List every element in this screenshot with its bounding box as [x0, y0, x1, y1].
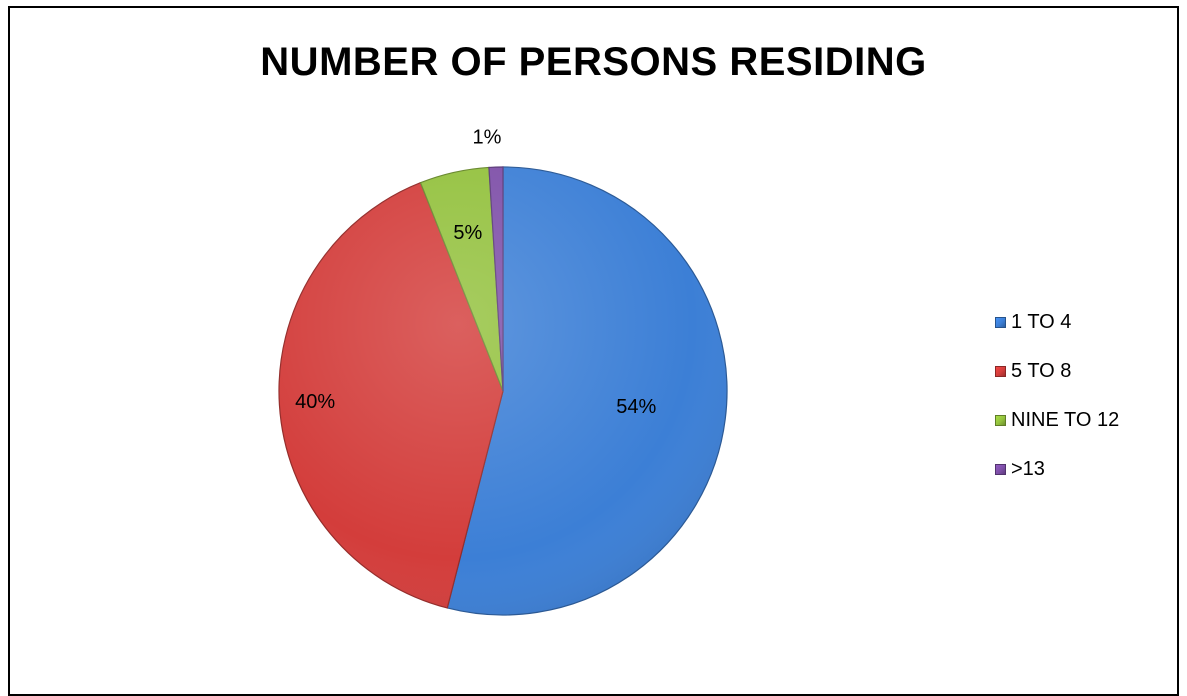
legend-item-over-13: >13: [995, 457, 1119, 481]
legend-swatch-1-to-4: [995, 316, 1006, 328]
legend-item-nine-to-12: NINE TO 12: [995, 408, 1119, 432]
data-label-1-to-4: 54%: [616, 396, 656, 418]
data-label-nine-to-12: 5%: [453, 222, 482, 244]
legend-swatch-nine-to-12: [995, 414, 1006, 426]
legend-label-1-to-4: 1 TO 4: [1011, 310, 1072, 333]
legend: 1 TO 4 5 TO 8 NINE TO 12 >13: [995, 310, 1119, 506]
legend-swatch-over-13: [995, 463, 1006, 475]
legend-swatch-5-to-8: [995, 365, 1006, 377]
legend-label-nine-to-12: NINE TO 12: [1011, 408, 1120, 431]
data-label-5-to-8: 40%: [295, 391, 335, 413]
chart-title: NUMBER OF PERSONS RESIDING: [260, 40, 927, 84]
legend-item-5-to-8: 5 TO 8: [995, 359, 1119, 383]
legend-label-5-to-8: 5 TO 8: [1011, 359, 1072, 382]
data-label-over-13: 1%: [473, 126, 502, 148]
legend-item-1-to-4: 1 TO 4: [995, 310, 1119, 334]
legend-label-over-13: >13: [1011, 457, 1045, 480]
